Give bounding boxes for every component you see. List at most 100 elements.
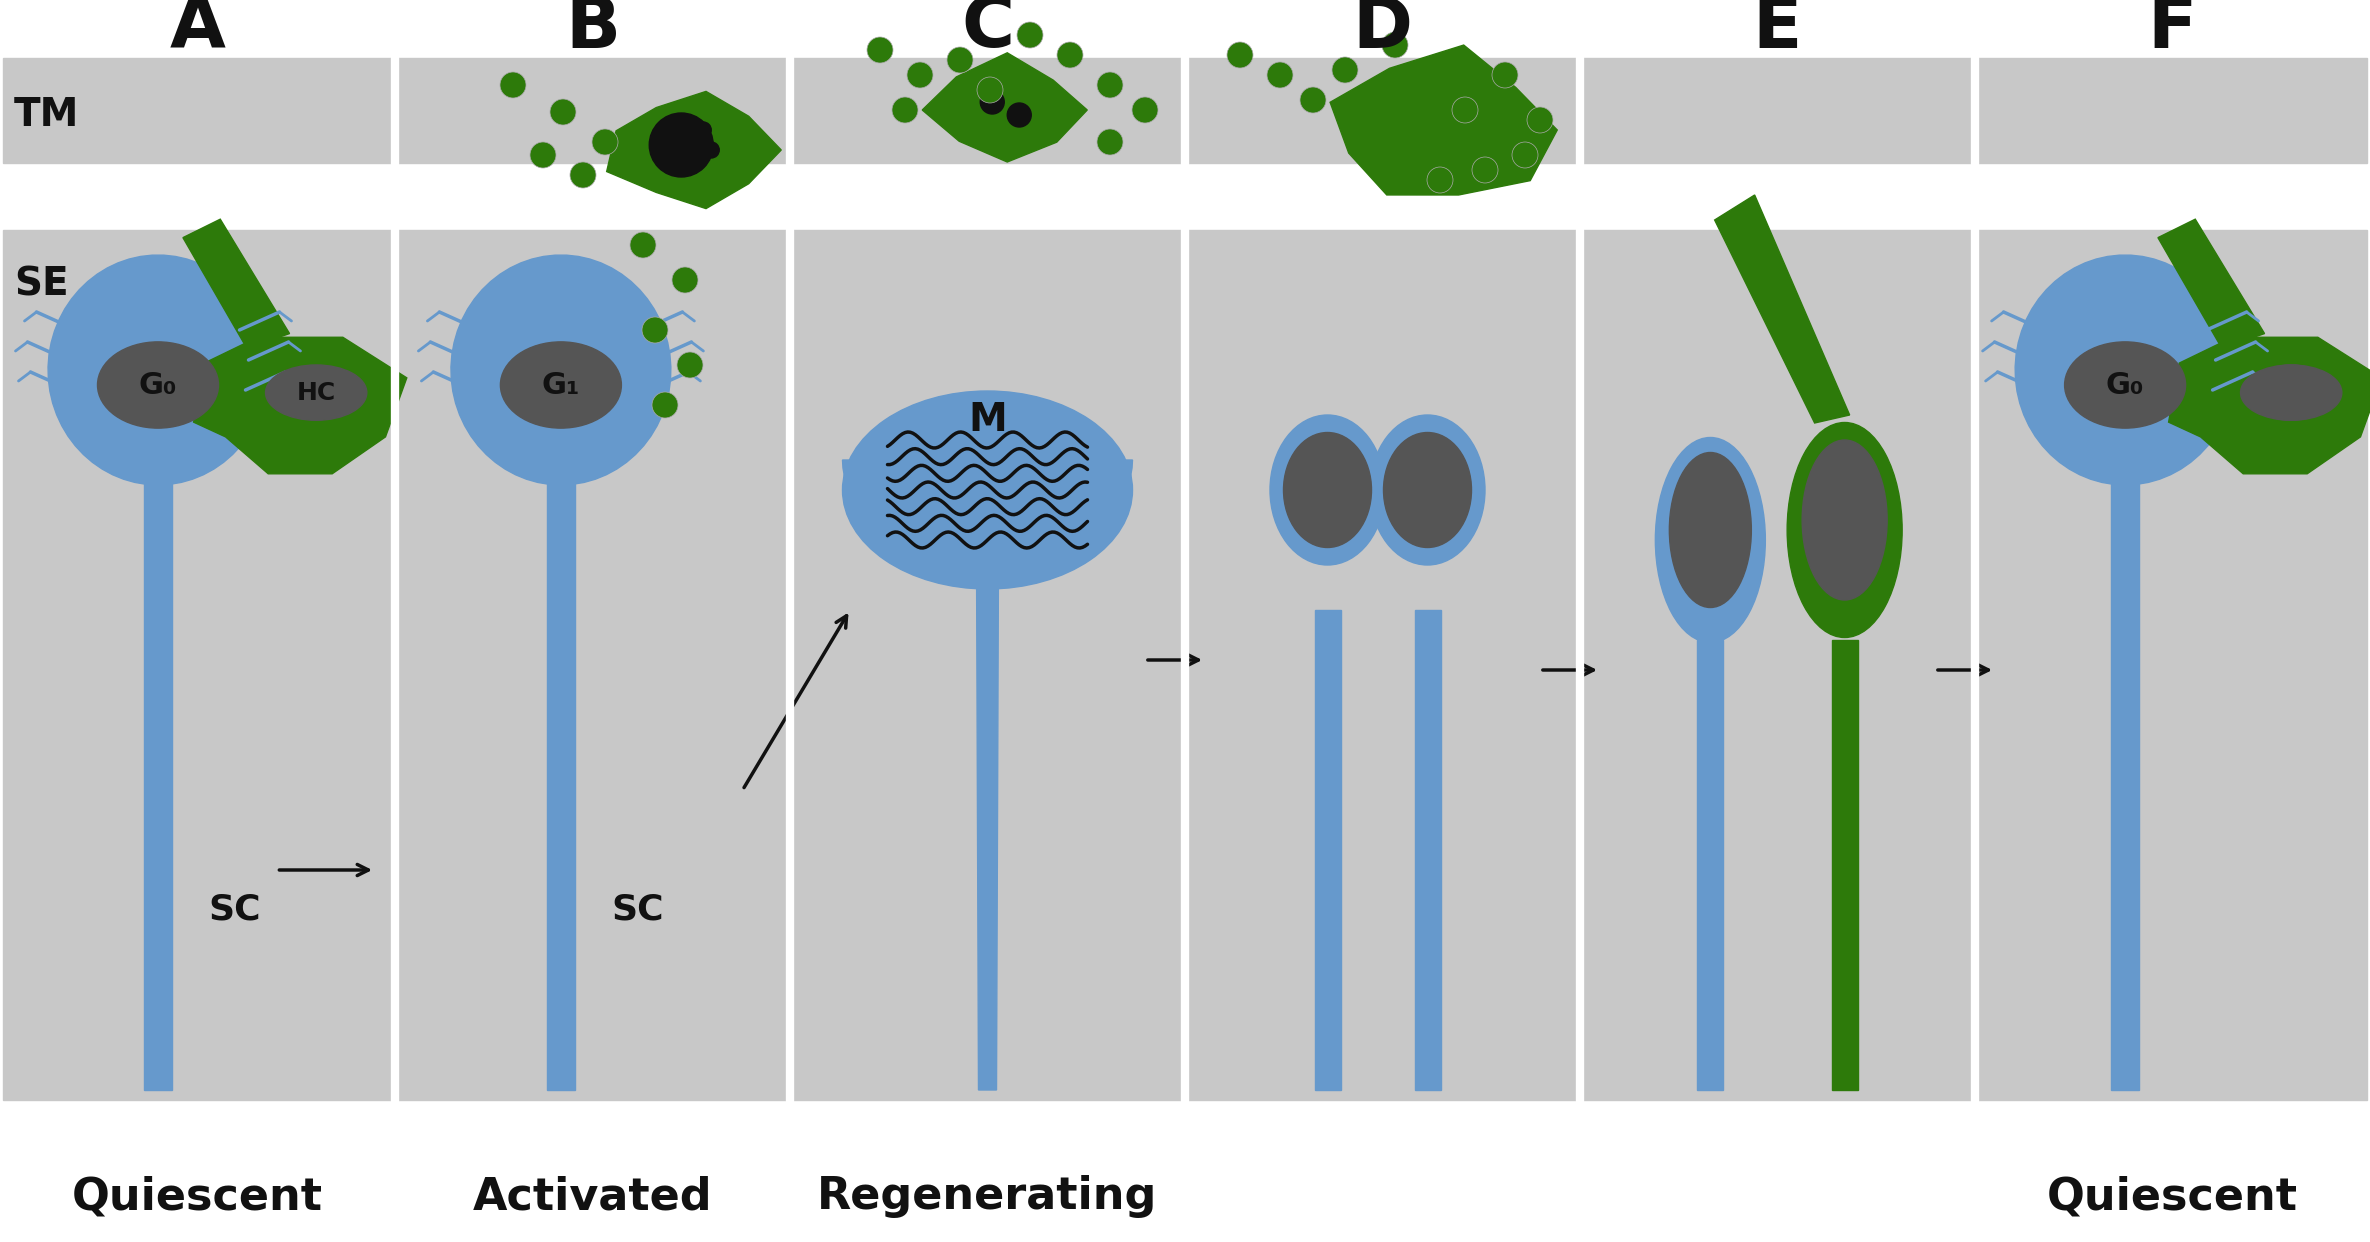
Text: F: F <box>2147 0 2197 62</box>
Ellipse shape <box>97 342 218 428</box>
Circle shape <box>673 267 699 293</box>
Polygon shape <box>2112 465 2140 1090</box>
Circle shape <box>1453 97 1479 123</box>
Circle shape <box>1526 107 1552 133</box>
Text: A: A <box>171 0 225 62</box>
Bar <box>1697 640 1723 1090</box>
Ellipse shape <box>1801 440 1887 600</box>
Ellipse shape <box>2249 365 2334 420</box>
Circle shape <box>891 97 917 123</box>
Circle shape <box>948 47 974 73</box>
Circle shape <box>1301 87 1325 113</box>
Bar <box>1415 610 1441 1090</box>
Circle shape <box>981 89 1005 114</box>
Polygon shape <box>841 460 1133 559</box>
Ellipse shape <box>841 391 1133 589</box>
Ellipse shape <box>500 342 621 428</box>
Bar <box>1187 230 1576 1100</box>
Circle shape <box>531 142 557 168</box>
Polygon shape <box>922 53 1088 161</box>
Text: SC: SC <box>611 893 664 927</box>
Bar <box>794 58 1183 163</box>
Bar <box>2 58 391 163</box>
Text: Regenerating: Regenerating <box>818 1175 1157 1218</box>
Ellipse shape <box>1787 422 1903 637</box>
Text: E: E <box>1754 0 1801 62</box>
Bar <box>1832 640 1858 1090</box>
Polygon shape <box>547 465 576 1090</box>
Polygon shape <box>145 465 173 1090</box>
Circle shape <box>694 122 711 138</box>
Circle shape <box>1512 142 1538 168</box>
Ellipse shape <box>1654 437 1766 642</box>
Circle shape <box>571 161 595 188</box>
Bar <box>1979 230 2368 1100</box>
Circle shape <box>1007 103 1031 127</box>
Bar <box>1187 58 1576 163</box>
Text: G₀: G₀ <box>140 370 178 400</box>
Ellipse shape <box>2240 365 2342 420</box>
Bar <box>1583 230 1972 1100</box>
Circle shape <box>1097 129 1123 155</box>
Circle shape <box>1057 42 1083 68</box>
Circle shape <box>642 317 668 343</box>
Circle shape <box>1097 72 1123 98</box>
Polygon shape <box>976 554 998 1090</box>
Circle shape <box>592 129 619 155</box>
Ellipse shape <box>1285 432 1372 548</box>
Text: G₁: G₁ <box>543 370 581 400</box>
Circle shape <box>1017 22 1043 48</box>
Bar <box>1979 58 2368 163</box>
Ellipse shape <box>1668 452 1751 607</box>
Polygon shape <box>182 219 289 348</box>
Text: C: C <box>960 0 1014 62</box>
Bar <box>1315 610 1341 1090</box>
Text: B: B <box>564 0 621 62</box>
Polygon shape <box>2014 255 2235 484</box>
Circle shape <box>1268 62 1294 88</box>
Circle shape <box>704 142 718 158</box>
Ellipse shape <box>1270 415 1384 565</box>
Polygon shape <box>1714 195 1849 424</box>
Circle shape <box>1427 166 1453 193</box>
Circle shape <box>976 77 1003 103</box>
Text: SE: SE <box>14 266 69 304</box>
Bar <box>1583 58 1972 163</box>
Polygon shape <box>450 255 671 484</box>
Text: Quiescent: Quiescent <box>71 1175 322 1218</box>
Ellipse shape <box>1370 415 1486 565</box>
Polygon shape <box>194 338 408 473</box>
Bar <box>398 230 787 1100</box>
Circle shape <box>678 351 704 378</box>
Circle shape <box>1472 156 1498 183</box>
Circle shape <box>1133 97 1159 123</box>
Circle shape <box>867 37 893 63</box>
Ellipse shape <box>265 365 367 420</box>
Polygon shape <box>607 92 782 209</box>
Circle shape <box>1332 57 1358 83</box>
Text: Quiescent: Quiescent <box>2048 1175 2299 1218</box>
Text: Activated: Activated <box>472 1175 713 1218</box>
Circle shape <box>649 113 713 178</box>
Polygon shape <box>47 255 268 484</box>
Polygon shape <box>1330 45 1557 195</box>
Bar <box>2 230 391 1100</box>
Bar <box>398 58 787 163</box>
Circle shape <box>908 62 934 88</box>
Circle shape <box>550 99 576 125</box>
Circle shape <box>652 392 678 419</box>
Bar <box>794 230 1183 1100</box>
Text: M: M <box>967 401 1007 438</box>
Circle shape <box>500 72 526 98</box>
Polygon shape <box>2169 338 2370 473</box>
Polygon shape <box>2159 219 2266 348</box>
Circle shape <box>630 232 656 258</box>
Text: D: D <box>1353 0 1413 62</box>
Text: G₀: G₀ <box>2107 370 2145 400</box>
Ellipse shape <box>1384 432 1472 548</box>
Circle shape <box>1493 62 1519 88</box>
Circle shape <box>1382 32 1408 58</box>
Text: SC: SC <box>209 893 261 927</box>
Circle shape <box>1228 42 1254 68</box>
Text: HC: HC <box>296 380 337 405</box>
